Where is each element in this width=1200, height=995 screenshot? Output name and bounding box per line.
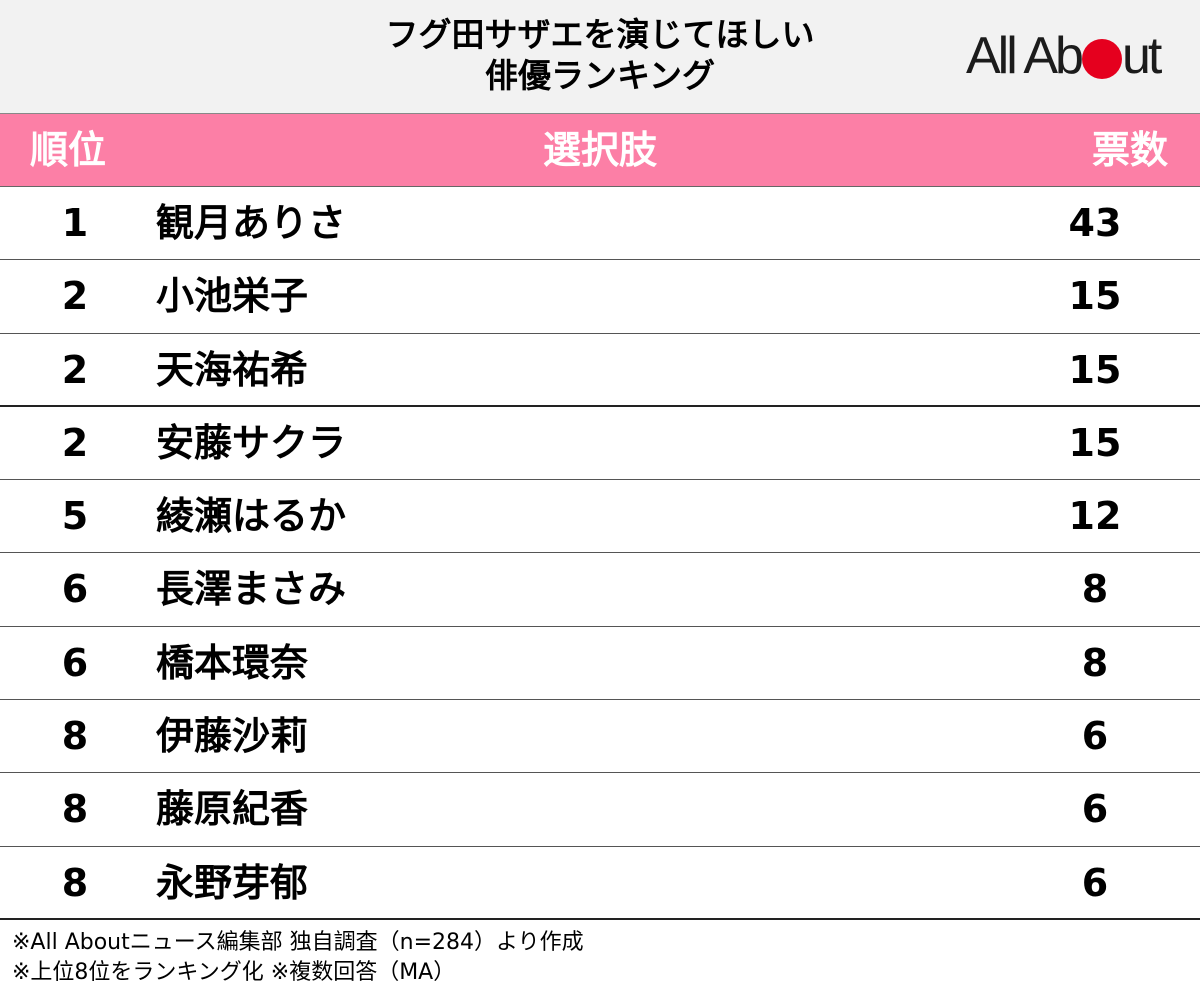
header-rank: 順位 (30, 128, 107, 172)
table-header: 選択肢 順位 票数 (0, 113, 1200, 187)
ranking-table-body: 1 観月ありさ 43 2 小池栄子 15 2 天海祐希 15 2 安藤サクラ 15 5 綾瀬はるか 12 6 長… (0, 187, 1200, 920)
table-row: 1 観月ありさ 43 (0, 187, 1200, 261)
votes-cell: 15 (1068, 420, 1122, 465)
name-cell: 観月ありさ (156, 201, 347, 245)
name-cell: 小池栄子 (156, 274, 309, 319)
table-row: 2 小池栄子 15 (0, 260, 1200, 334)
table-row: 8 伊藤沙莉 6 (0, 700, 1200, 774)
rank-cell: 6 (61, 640, 89, 685)
name-cell: 伊藤沙莉 (156, 714, 309, 759)
table-row: 6 長澤まさみ 8 (0, 553, 1200, 627)
name-cell: 橋本環奈 (156, 640, 309, 685)
rank-cell: 1 (61, 201, 89, 245)
votes-cell: 6 (1081, 714, 1109, 759)
votes-cell: 15 (1068, 347, 1122, 392)
rank-cell: 2 (61, 420, 89, 465)
name-cell: 天海祐希 (156, 347, 309, 392)
logo-text-left: All Ab (966, 27, 1084, 85)
title-line-1: フグ田サザエを演じてほしい (385, 15, 815, 54)
footnotes: ※All Aboutニュース編集部 独自調査（n=284）より作成 ※上位8位を… (12, 928, 584, 988)
rank-cell: 2 (61, 347, 89, 392)
rank-cell: 2 (61, 274, 89, 319)
name-cell: 藤原紀香 (156, 787, 309, 832)
votes-cell: 8 (1081, 640, 1109, 685)
votes-cell: 6 (1081, 787, 1109, 832)
footnote-method: ※上位8位をランキング化 ※複数回答（MA） (12, 960, 456, 985)
allabout-logo: All Ab ut (966, 26, 1162, 86)
rank-cell: 6 (61, 567, 89, 612)
rank-cell: 8 (61, 787, 89, 832)
rank-cell: 8 (61, 860, 89, 905)
votes-cell: 6 (1081, 860, 1109, 905)
name-cell: 永野芽郁 (156, 860, 309, 905)
header-bar: フグ田サザエを演じてほしい 俳優ランキング All Ab ut (0, 0, 1200, 113)
table-row: 5 綾瀬はるか 12 (0, 480, 1200, 554)
title-line-2: 俳優ランキング (484, 56, 715, 95)
header-name: 選択肢 (542, 128, 657, 172)
table-row: 6 橋本環奈 8 (0, 627, 1200, 701)
logo-text-right: ut (1121, 27, 1162, 85)
votes-cell: 8 (1081, 567, 1109, 612)
table-row: 2 天海祐希 15 (0, 334, 1200, 407)
footnote-source: ※All Aboutニュース編集部 独自調査（n=284）より作成 (12, 930, 584, 955)
logo-red-dot-icon (1081, 39, 1122, 79)
rank-cell: 8 (61, 714, 89, 759)
rank-cell: 5 (61, 494, 89, 539)
name-cell: 綾瀬はるか (156, 494, 347, 539)
name-cell: 長澤まさみ (156, 567, 347, 612)
votes-cell: 12 (1068, 494, 1122, 539)
chart-title: フグ田サザエを演じてほしい 俳優ランキング (300, 14, 900, 96)
votes-cell: 15 (1068, 274, 1122, 319)
header-votes: 票数 (1091, 128, 1168, 172)
table-row: 8 永野芽郁 6 (0, 847, 1200, 920)
name-cell: 安藤サクラ (156, 420, 347, 465)
table-row: 2 安藤サクラ 15 (0, 407, 1200, 481)
votes-cell: 43 (1068, 201, 1122, 245)
table-row: 8 藤原紀香 6 (0, 773, 1200, 847)
